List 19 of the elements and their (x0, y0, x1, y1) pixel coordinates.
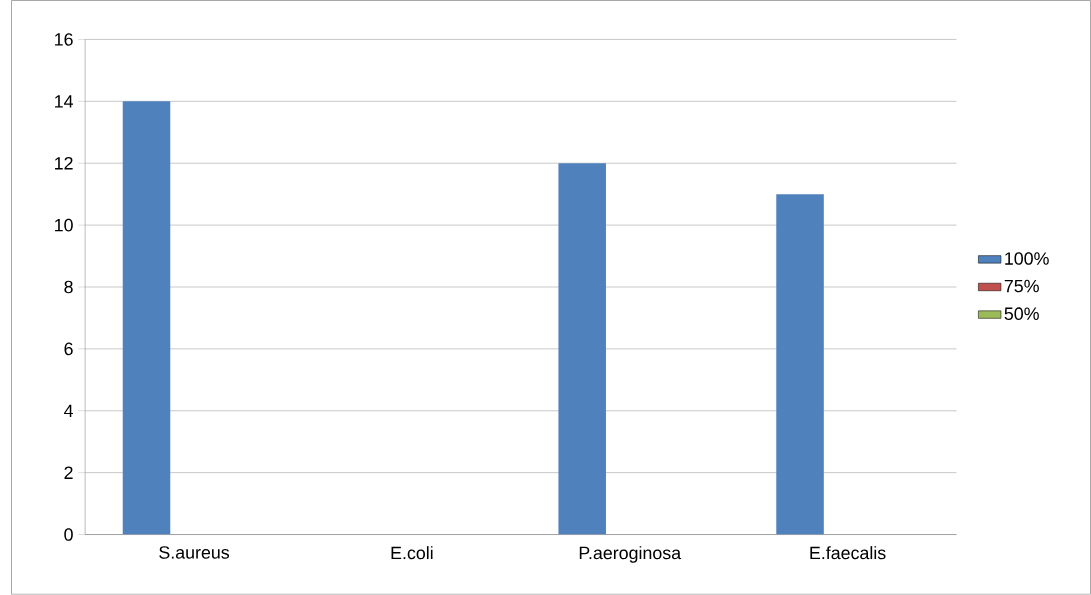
x-tick-label: P.aeroginosa (579, 546, 682, 563)
legend-label: 75% (1004, 279, 1039, 293)
y-tick-label: 0 (64, 528, 73, 541)
legend-label: 50% (1004, 307, 1039, 321)
y-tick-label: 14 (55, 95, 73, 108)
y-tick-label: 6 (64, 342, 73, 356)
y-tick-label: 2 (64, 466, 73, 479)
y-tick-label: 16 (55, 33, 73, 46)
y-tick-label: 10 (55, 218, 73, 232)
y-tick-label: 4 (64, 404, 74, 418)
x-tick-label: S.aureus (159, 546, 230, 559)
bar (122, 101, 171, 535)
bar (776, 194, 824, 535)
y-tick-label: 12 (55, 157, 73, 170)
y-tick-label: 8 (64, 280, 73, 294)
x-tick-label: E.faecalis (810, 546, 886, 560)
legend-label: 100% (1005, 252, 1049, 265)
bar (558, 163, 606, 535)
x-tick-label: E.coli (391, 546, 433, 560)
